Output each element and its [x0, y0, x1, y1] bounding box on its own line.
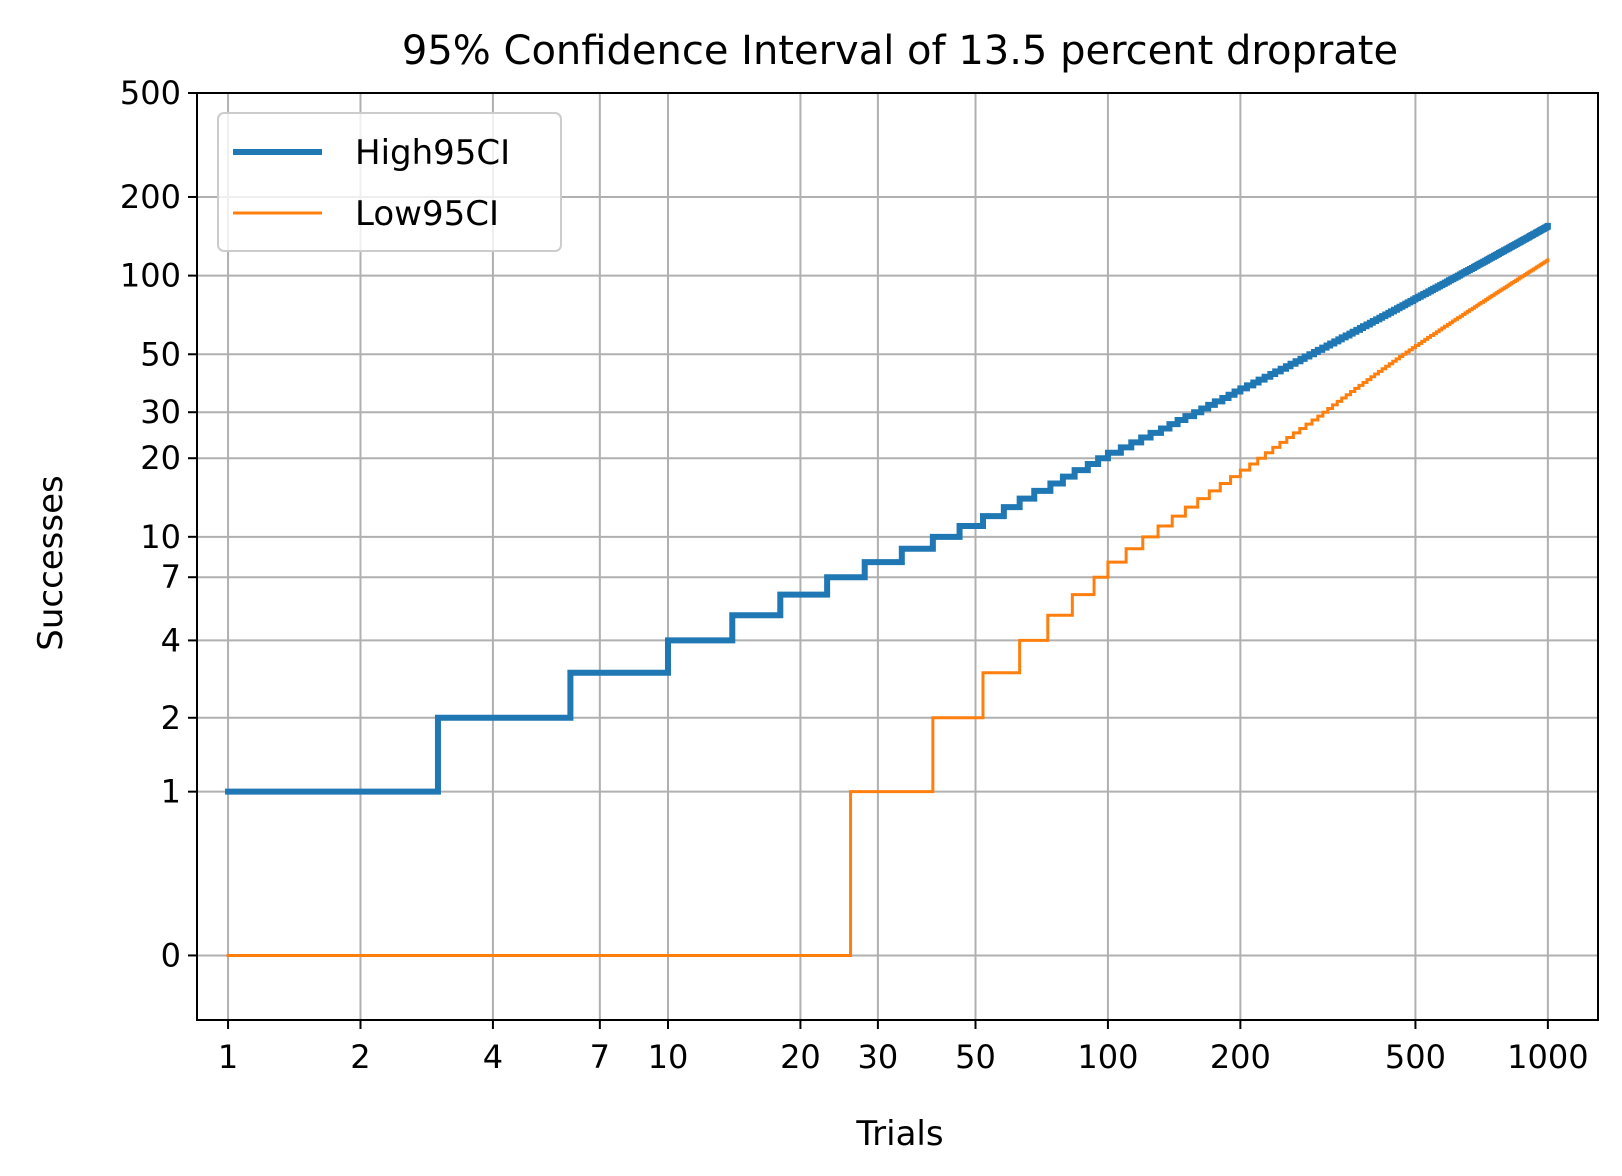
x-tick-label: 1 — [218, 1038, 238, 1076]
x-tick-label: 2 — [350, 1038, 370, 1076]
x-tick-label: 20 — [780, 1038, 821, 1076]
chart-title: 95% Confidence Interval of 13.5 percent … — [402, 28, 1398, 74]
y-tick-label: 30 — [140, 393, 181, 431]
y-tick-label: 4 — [161, 621, 181, 659]
y-tick-label: 500 — [120, 74, 181, 112]
y-tick-label: 20 — [140, 439, 181, 477]
y-tick-label: 50 — [140, 335, 181, 373]
legend: High95CI Low95CI — [217, 112, 562, 252]
x-tick-label: 10 — [648, 1038, 689, 1076]
y-tick-label: 0 — [161, 936, 181, 974]
y-tick-label: 100 — [120, 257, 181, 295]
x-tick-label: 7 — [590, 1038, 610, 1076]
legend-label-low95ci: Low95CI — [355, 194, 499, 234]
y-tick-label: 2 — [161, 699, 181, 737]
x-tick-label: 1000 — [1507, 1038, 1588, 1076]
x-tick-label: 500 — [1385, 1038, 1446, 1076]
axis-ticks: 1 2 4 7 10 20 30 50 100 200 500 1000012471020305010… — [120, 74, 1589, 1076]
legend-box — [217, 112, 562, 252]
x-tick-label: 200 — [1210, 1038, 1271, 1076]
plot-frame — [196, 92, 1599, 1021]
y-tick-label: 10 — [140, 518, 181, 556]
x-tick-label: 100 — [1077, 1038, 1138, 1076]
series-line-low95ci — [226, 258, 1550, 957]
legend-label-high95ci: High95CI — [355, 133, 510, 173]
y-tick-label: 1 — [161, 773, 181, 811]
x-tick-label: 30 — [858, 1038, 899, 1076]
x-axis-label: Trials — [855, 1114, 943, 1154]
series-line-high95ci — [225, 222, 1551, 795]
x-tick-label: 50 — [955, 1038, 996, 1076]
y-tick-label: 7 — [161, 558, 181, 596]
y-tick-label: 200 — [120, 178, 181, 216]
y-axis-label: Successes — [31, 475, 71, 651]
series-layer — [225, 222, 1551, 957]
x-tick-label: 4 — [483, 1038, 503, 1076]
